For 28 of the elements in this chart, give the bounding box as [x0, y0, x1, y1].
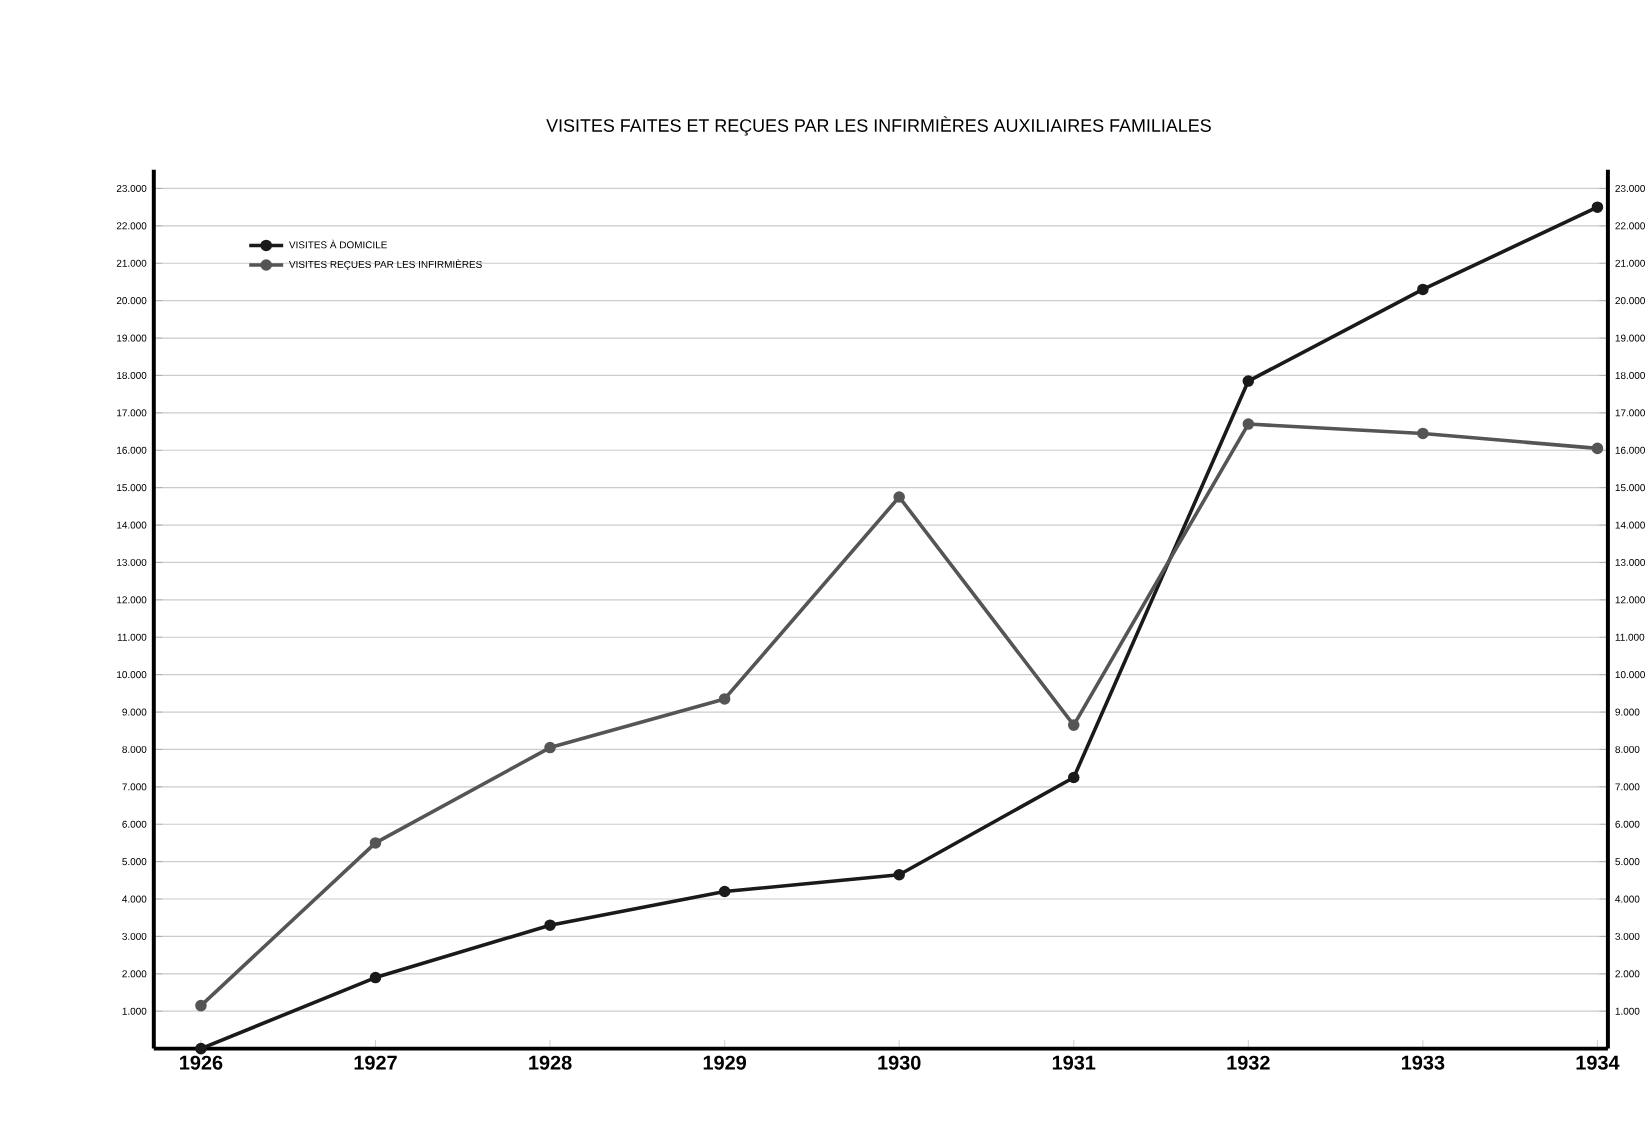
point	[1242, 418, 1255, 430]
point	[893, 490, 905, 503]
point	[1067, 719, 1080, 731]
point	[369, 971, 382, 984]
chart-title: VISITES FAITES ET REÇUES PAR LES INFIRMIÈRES AUXILIAIRES FAMILIALES	[546, 115, 1211, 136]
x-tick-label: 1929	[703, 1055, 747, 1070]
x-tick-label: 1932	[1227, 1055, 1270, 1070]
x-tick-label: 1934	[1576, 1055, 1620, 1070]
point	[1242, 375, 1255, 387]
x-tick-label: 1933	[1401, 1055, 1445, 1070]
x-tick-label: 1931	[1052, 1055, 1096, 1070]
x-tick-label: 1926	[180, 1055, 223, 1070]
point	[1591, 442, 1604, 454]
point	[369, 836, 382, 849]
point	[893, 868, 905, 881]
point	[544, 741, 556, 754]
x-tick-label: 1930	[878, 1055, 921, 1070]
point	[718, 885, 731, 898]
point	[1591, 201, 1604, 213]
point	[1417, 283, 1429, 295]
point	[718, 692, 731, 705]
point	[1417, 427, 1429, 439]
point	[544, 919, 556, 931]
point	[195, 999, 207, 1012]
x-tick-label: 1927	[354, 1055, 397, 1070]
point	[1067, 771, 1080, 783]
x-tick-label: 1928	[529, 1055, 572, 1070]
point	[195, 1042, 207, 1055]
